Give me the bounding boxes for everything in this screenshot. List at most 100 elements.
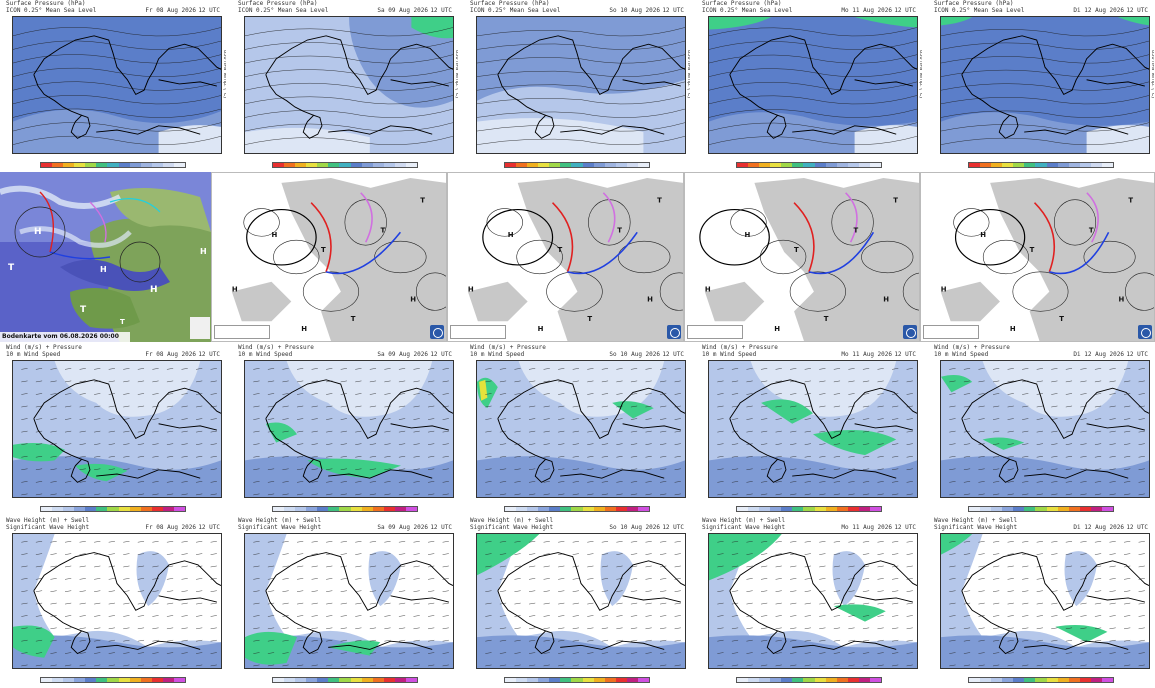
color-step <box>284 507 296 511</box>
svg-text:H: H <box>647 295 653 303</box>
side-axis-label: 850 hPa Temp. (°C) <box>1150 50 1154 99</box>
pressure-map-panel: Surface Pressure (hPa) ICON 0.25° Mean Se… <box>0 0 226 170</box>
color-step <box>858 678 870 682</box>
forecast-date: Fr 08 Aug 2026 <box>145 524 196 531</box>
svg-text:T: T <box>8 263 15 273</box>
map-title: Wind (m/s) + Pressure <box>702 344 778 351</box>
map-title: Wind (m/s) + Pressure <box>238 344 314 351</box>
color-step <box>626 507 638 511</box>
color-step <box>560 507 572 511</box>
map-area <box>940 360 1150 498</box>
color-step <box>1024 678 1036 682</box>
color-step <box>803 507 815 511</box>
color-step <box>339 163 351 167</box>
color-step <box>604 507 616 511</box>
forecast-time: 12 UTC <box>894 351 916 358</box>
color-step <box>273 163 285 167</box>
color-step <box>96 163 108 167</box>
map-area <box>244 533 454 669</box>
color-step <box>593 678 605 682</box>
forecast-date: Sa 09 Aug 2026 <box>377 7 428 14</box>
svg-text:H: H <box>200 247 207 256</box>
forecast-time: 12 UTC <box>1126 524 1148 531</box>
map-subtitle: 10 m Wind Speed <box>470 351 525 358</box>
color-step <box>107 678 119 682</box>
color-step <box>372 163 384 167</box>
color-step <box>284 678 296 682</box>
color-step <box>980 163 992 167</box>
color-step <box>814 678 826 682</box>
color-step <box>85 678 97 682</box>
panel-title: Wind (m/s) + Pressure 10 m Wind Speed Sa 0… <box>238 344 456 360</box>
color-step <box>770 163 782 167</box>
color-step <box>571 507 583 511</box>
forecast-date: Fr 08 Aug 2026 <box>145 7 196 14</box>
panel-title: Wave Height (m) + Swell Significant Wave … <box>238 517 456 533</box>
color-step <box>781 507 793 511</box>
map-title: Wave Height (m) + Swell <box>238 517 322 524</box>
svg-text:H: H <box>410 295 416 303</box>
color-step <box>372 678 384 682</box>
color-step <box>781 163 793 167</box>
color-step <box>96 678 108 682</box>
color-step <box>1002 678 1014 682</box>
color-step <box>1046 507 1058 511</box>
color-step <box>1046 163 1058 167</box>
color-step <box>792 163 804 167</box>
color-step <box>173 678 186 682</box>
side-axis-label: 850 hPa Temp. (°C) <box>686 50 690 99</box>
svg-text:T: T <box>893 197 898 205</box>
forecast-time: 12 UTC <box>662 351 684 358</box>
color-step <box>825 507 837 511</box>
color-step <box>560 163 572 167</box>
color-step <box>1090 678 1102 682</box>
color-step <box>1013 507 1025 511</box>
color-step <box>350 507 362 511</box>
color-step <box>306 507 318 511</box>
forecast-date: Sa 09 Aug 2026 <box>377 351 428 358</box>
synoptic-chart-panel: H T H T H T H T <box>684 172 920 342</box>
panel-title: Surface Pressure (hPa) ICON 0.25° Mean Se… <box>702 0 920 16</box>
color-step <box>969 163 981 167</box>
forecast-time: 12 UTC <box>662 524 684 531</box>
svg-text:T: T <box>321 246 326 254</box>
color-scale <box>736 162 882 168</box>
color-step <box>405 507 418 511</box>
svg-text:T: T <box>587 315 592 323</box>
pressure-map-panel: Surface Pressure (hPa) ICON 0.25° Mean Se… <box>232 0 458 170</box>
svg-text:T: T <box>794 246 799 254</box>
map-subtitle: Significant Wave Height <box>470 524 554 531</box>
pressure-map-panel: Surface Pressure (hPa) ICON 0.25° Mean Se… <box>928 0 1154 170</box>
color-step <box>1101 678 1114 682</box>
color-step <box>1101 163 1114 167</box>
forecast-time: 12 UTC <box>198 7 220 14</box>
color-step <box>825 163 837 167</box>
forecast-date: So 10 Aug 2026 <box>609 7 660 14</box>
svg-text:T: T <box>80 305 87 315</box>
color-step <box>140 678 152 682</box>
chart-legend-box <box>923 325 979 339</box>
forecast-time: 12 UTC <box>430 524 452 531</box>
color-step <box>1090 163 1102 167</box>
map-area <box>244 16 454 154</box>
color-step <box>162 507 174 511</box>
color-step <box>737 163 749 167</box>
forecast-date: Mo 11 Aug 2026 <box>841 7 892 14</box>
color-step <box>748 507 760 511</box>
panel-title: Wave Height (m) + Swell Significant Wave … <box>934 517 1152 533</box>
color-step <box>748 678 760 682</box>
svg-text:H: H <box>883 295 889 303</box>
svg-text:H: H <box>508 231 514 239</box>
color-scale <box>504 162 650 168</box>
weather-service-logo <box>430 325 444 339</box>
color-step <box>1079 163 1091 167</box>
color-step <box>295 678 307 682</box>
color-step <box>858 163 870 167</box>
map-area <box>12 533 222 669</box>
map-subtitle: ICON 0.25° Mean Sea Level <box>934 7 1025 14</box>
color-step <box>405 678 418 682</box>
color-step <box>85 507 97 511</box>
chart-legend-box <box>687 325 743 339</box>
color-step <box>405 163 418 167</box>
color-step <box>118 678 130 682</box>
